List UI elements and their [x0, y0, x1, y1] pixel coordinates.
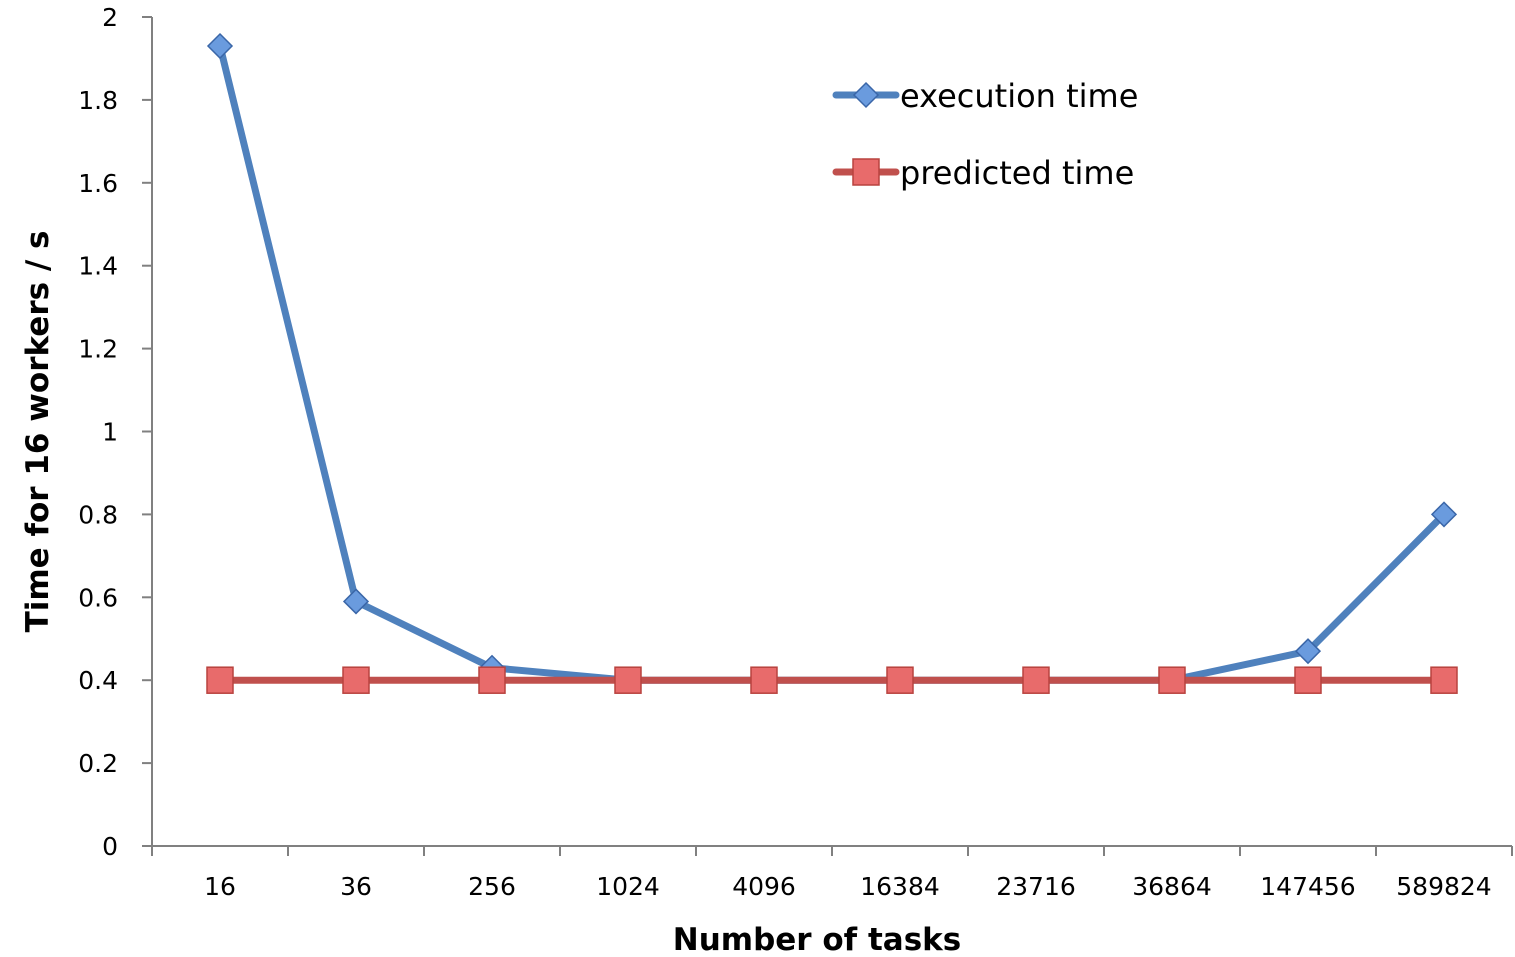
data-point-execution-time [1430, 501, 1458, 528]
data-point-predicted-time [750, 666, 778, 694]
x-tick-label: 256 [468, 872, 516, 901]
x-axis-title: Number of tasks [673, 922, 961, 957]
series-line-execution-time [216, 42, 1448, 684]
data-point-predicted-time [342, 666, 370, 694]
data-point-execution-time [206, 32, 234, 60]
y-tick-label: 0.6 [78, 583, 118, 612]
x-tick-label: 36864 [1132, 872, 1212, 901]
data-point-predicted-time [1294, 666, 1322, 694]
data-point-predicted-time [886, 666, 914, 694]
data-point-predicted-time [206, 666, 234, 694]
legend: execution time predicted time [832, 77, 1138, 192]
y-tick-label: 0.2 [78, 749, 118, 778]
x-tick-label: 589824 [1396, 872, 1491, 901]
data-point-execution-time [1294, 638, 1322, 665]
series-predicted-time [206, 666, 1458, 694]
x-tick-label: 147456 [1260, 872, 1355, 901]
legend-marker-square [852, 158, 880, 186]
y-tick-label: 0.4 [78, 666, 118, 695]
y-tick-label: 1.4 [78, 252, 118, 281]
x-tick-label: 16384 [860, 872, 940, 901]
series-execution-time [206, 32, 1458, 694]
legend-item-predicted-time: predicted time [832, 154, 1134, 192]
y-tick-label: 2 [102, 3, 118, 32]
series-layer [206, 32, 1458, 694]
y-axis-title: Time for 16 workers / s [20, 231, 56, 633]
x-tick-label: 36 [340, 872, 372, 901]
y-tick-label: 1.6 [78, 169, 118, 198]
x-tick-label: 23716 [996, 872, 1076, 901]
data-point-execution-time [342, 588, 370, 615]
data-point-predicted-time [614, 666, 642, 694]
x-tick-label: 4096 [732, 872, 796, 901]
legend-label: execution time [900, 77, 1138, 115]
legend-item-execution-time: execution time [832, 77, 1138, 115]
y-tick-label: 0 [102, 832, 118, 861]
data-point-predicted-time [1158, 666, 1186, 694]
legend-marker-diamond [852, 81, 880, 109]
data-point-predicted-time [1430, 666, 1458, 694]
x-tick-label: 1024 [596, 872, 660, 901]
legend-label: predicted time [900, 154, 1134, 192]
y-tick-label: 1.2 [78, 335, 118, 364]
y-axis-ticks: 0 0.2 0.4 0.6 0.8 1 1.2 1.4 1.6 1.8 2 [78, 3, 152, 861]
y-tick-label: 0.8 [78, 500, 118, 529]
axes [151, 17, 1512, 847]
data-point-predicted-time [478, 666, 506, 694]
x-tick-label: 16 [204, 872, 236, 901]
y-tick-label: 1 [102, 418, 118, 447]
y-tick-label: 1.8 [78, 86, 118, 115]
x-axis-ticks: 16 36 256 1024 4096 16384 23716 36864 147456 5898… [151, 846, 1513, 901]
data-point-predicted-time [1022, 666, 1050, 694]
